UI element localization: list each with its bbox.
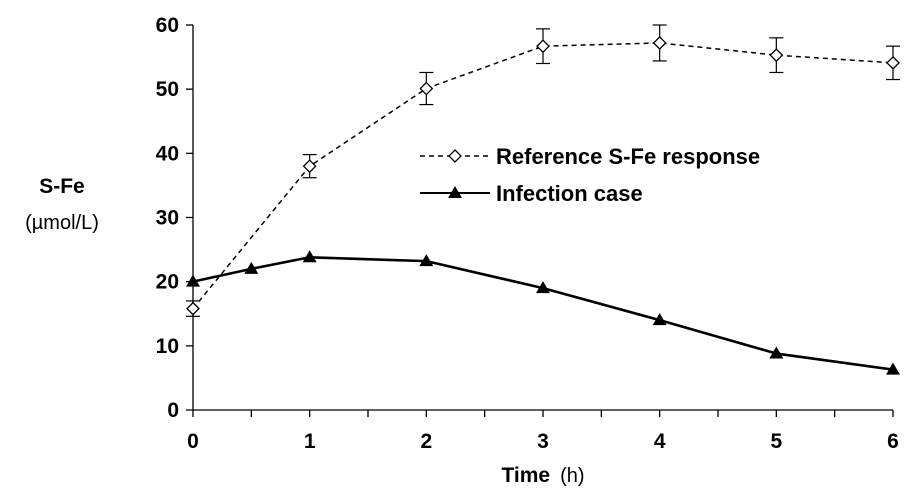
legend-label-infection: Infection case bbox=[496, 181, 643, 206]
legend-marker-reference bbox=[448, 149, 462, 163]
data-point-reference bbox=[419, 81, 434, 96]
legend-entry-reference: Reference S-Fe response bbox=[420, 144, 760, 169]
x-tick-label: 4 bbox=[654, 430, 666, 453]
y-tick-label: 50 bbox=[156, 78, 179, 101]
data-point-infection bbox=[886, 362, 900, 375]
y-axis-unit: (µmol/L) bbox=[25, 212, 99, 234]
series-line-reference bbox=[192, 42, 894, 310]
series-line-infection bbox=[192, 255, 894, 371]
y-axis-label: S-Fe bbox=[39, 175, 85, 198]
y-tick-label: 60 bbox=[156, 14, 179, 37]
data-point-infection bbox=[419, 254, 434, 267]
data-point-infection bbox=[302, 250, 317, 263]
x-tick-label: 5 bbox=[770, 430, 782, 453]
x-tick-label: 0 bbox=[187, 430, 199, 453]
data-point-reference bbox=[886, 55, 900, 70]
y-tick-label: 30 bbox=[156, 207, 179, 230]
data-point-infection bbox=[244, 261, 259, 274]
y-tick-label: 0 bbox=[167, 399, 179, 422]
legend-marker-infection bbox=[448, 186, 462, 198]
data-point-infection bbox=[536, 281, 550, 294]
x-axis-label-unit: (h) bbox=[560, 465, 584, 487]
data-point-infection bbox=[652, 313, 667, 326]
data-point-reference bbox=[302, 159, 317, 174]
y-tick-label: 40 bbox=[156, 142, 179, 165]
y-ticks: 0 10 20 30 40 50 60 bbox=[156, 14, 193, 422]
data-point-infection bbox=[186, 274, 200, 287]
x-axis-label-main: Time bbox=[501, 464, 550, 487]
x-tick-label: 2 bbox=[420, 430, 432, 453]
series-reference bbox=[186, 24, 900, 317]
x-ticks: 0 1 2 3 4 5 6 bbox=[187, 410, 899, 453]
y-tick-label: 20 bbox=[156, 271, 179, 294]
x-axis-label: Time (h) bbox=[501, 464, 584, 487]
data-point-reference bbox=[652, 36, 667, 50]
y-tick-label: 10 bbox=[156, 335, 179, 358]
data-point-infection bbox=[769, 346, 784, 359]
x-tick-label: 6 bbox=[887, 430, 899, 453]
legend: Reference S-Fe response Infection case bbox=[420, 144, 760, 206]
data-point-reference bbox=[186, 301, 200, 316]
legend-entry-infection: Infection case bbox=[420, 181, 643, 206]
data-point-reference bbox=[769, 48, 784, 63]
legend-label-reference: Reference S-Fe response bbox=[496, 144, 760, 169]
series-layer bbox=[186, 24, 900, 375]
data-point-reference bbox=[536, 39, 550, 54]
x-tick-label: 3 bbox=[537, 430, 549, 453]
series-infection bbox=[186, 250, 900, 375]
x-tick-label: 1 bbox=[304, 430, 316, 453]
